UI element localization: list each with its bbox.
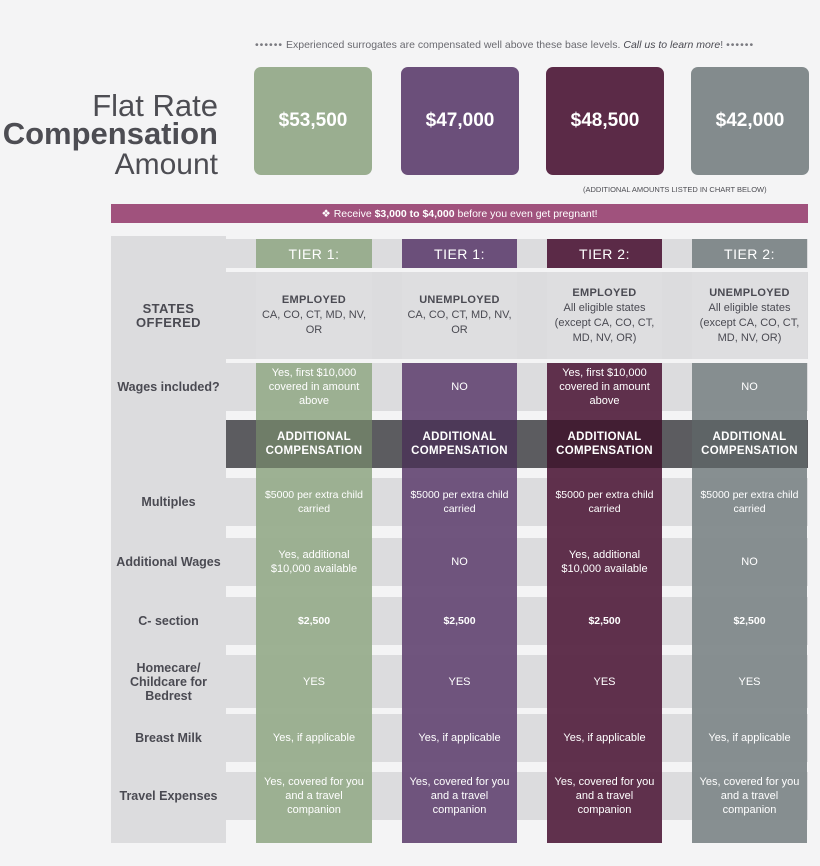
states-list: All eligible states (except CA, CO, CT, … (699, 301, 800, 344)
employment-status: UNEMPLOYED (709, 286, 790, 299)
multiples-value-3: $5000 per extra child carried (555, 489, 654, 515)
travel-value-2: Yes, covered for you and a travel compan… (409, 776, 510, 816)
additional-header-value-4: ADDITIONAL COMPENSATION (701, 431, 798, 457)
top-note-bang: ! (720, 39, 724, 51)
top-note-text: Experienced surrogates are compensated w… (285, 39, 621, 51)
dots-left: •••••• (255, 39, 284, 51)
homecare-value-3: YES (593, 675, 616, 688)
breast-milk-value-2: Yes, if applicable (418, 732, 501, 744)
additional-header-background-2 (402, 420, 517, 468)
additional-header-value-1: ADDITIONAL COMPENSATION (265, 431, 363, 457)
row-label-multiples: Multiples (141, 495, 196, 509)
employment-status: UNEMPLOYED (419, 294, 500, 306)
travel-value-3: Yes, covered for you and a travel compan… (554, 776, 655, 816)
row-label-homecare: Homecare/ Childcare for Bedrest (129, 660, 208, 703)
tier-header-3: TIER 2: (547, 239, 662, 268)
additional-header-background-1 (256, 420, 372, 468)
banner-suffix: before you even get pregnant! (457, 207, 598, 220)
states-list: All eligible states (except CA, CO, CT, … (554, 301, 655, 344)
additional-wages-value-3: Yes, additional $10,000 available (561, 549, 648, 575)
additional-wages-value-1: Yes, additional $10,000 available (270, 549, 358, 575)
tier-header-1: TIER 1: (256, 239, 372, 268)
amount-tile-tier2-employed: $48,500 (546, 67, 664, 175)
title-line-2: Compensation (2, 116, 218, 151)
additional-header-background-4 (692, 420, 807, 468)
c-section-value-2: $2,500 (443, 615, 476, 627)
c-section-value-3: $2,500 (588, 615, 621, 627)
banner-range: $3,000 to $4,000 (374, 207, 455, 220)
label-column (111, 236, 226, 843)
tier-header-4: TIER 2: (692, 239, 807, 268)
wages-value-3: Yes, first $10,000 covered in amount abo… (559, 367, 650, 407)
states-background-1 (256, 272, 372, 359)
states-background-4 (692, 272, 807, 359)
row-label-c-section: C- section (138, 614, 199, 628)
additional-header-background-3 (547, 420, 662, 468)
row-label-states: STATES OFFERED (136, 300, 201, 330)
amount-tile-tier2-unemployed: $42,000 (691, 67, 809, 175)
additional-amounts-note: (ADDITIONAL AMOUNTS LISTED IN CHART BELO… (583, 185, 767, 194)
additional-header-value-3: ADDITIONAL COMPENSATION (556, 431, 653, 457)
states-cell-3: EMPLOYED All eligible states (except CA, … (547, 272, 662, 359)
states-list: CA, CO, CT, MD, NV, OR (261, 309, 367, 336)
wages-value-1: Yes, first $10,000 covered in amount abo… (268, 367, 360, 407)
states-cell-1: EMPLOYED CA, CO, CT, MD, NV, OR (256, 272, 372, 359)
row-label-wages: Wages included? (117, 380, 220, 394)
employment-status: EMPLOYED (572, 286, 637, 299)
c-section-value-1: $2,500 (297, 615, 331, 627)
employment-status: EMPLOYED (281, 294, 347, 306)
call-to-action: Call us to learn more (623, 39, 721, 51)
title-line-1: Flat Rate (92, 88, 218, 123)
pre-pregnancy-banner: ❖ Receive $3,000 to $4,000 before you ev… (111, 204, 808, 223)
additional-wages-value-4: NO (741, 556, 758, 568)
title-line-3: Amount (114, 148, 218, 181)
tier-header-2: TIER 1: (402, 239, 517, 268)
additional-header-value-2: ADDITIONAL COMPENSATION (411, 431, 508, 457)
states-list: CA, CO, CT, MD, NV, OR (407, 309, 512, 336)
banner-prefix: ❖ Receive (321, 207, 372, 220)
travel-value-4: Yes, covered for you and a travel compan… (699, 776, 800, 816)
dots-right: •••••• (726, 39, 755, 51)
multiples-value-1: $5000 per extra child carried (264, 489, 364, 515)
states-cell-4: UNEMPLOYED All eligible states (except CA… (692, 272, 807, 359)
breast-milk-value-3: Yes, if applicable (563, 732, 646, 744)
states-cell-2: UNEMPLOYED CA, CO, CT, MD, NV, OR (402, 272, 517, 359)
multiples-value-4: $5000 per extra child carried (700, 489, 799, 515)
amount-tile-tier1-unemployed: $47,000 (401, 67, 519, 175)
breast-milk-value-1: Yes, if applicable (272, 732, 356, 744)
amount-tile-tier1-employed: $53,500 (254, 67, 372, 175)
c-section-value-4: $2,500 (733, 615, 766, 627)
row-label-breast-milk: Breast Milk (135, 731, 202, 745)
states-background-2 (402, 272, 517, 359)
travel-value-1: Yes, covered for you and a travel compan… (264, 776, 364, 816)
row-label-additional-wages: Additional Wages (116, 555, 221, 569)
multiples-value-2: $5000 per extra child carried (410, 489, 509, 515)
states-background-3 (547, 272, 662, 359)
top-note: •••••• Experienced surrogates are compen… (255, 39, 811, 51)
wages-value-4: NO (741, 381, 758, 393)
additional-wages-value-2: NO (451, 556, 468, 568)
homecare-value-2: YES (448, 675, 471, 688)
homecare-value-4: YES (738, 675, 761, 688)
breast-milk-value-4: Yes, if applicable (708, 732, 791, 744)
homecare-value-1: YES (302, 675, 325, 688)
row-label-travel: Travel Expenses (119, 789, 218, 803)
wages-value-2: NO (451, 381, 468, 393)
